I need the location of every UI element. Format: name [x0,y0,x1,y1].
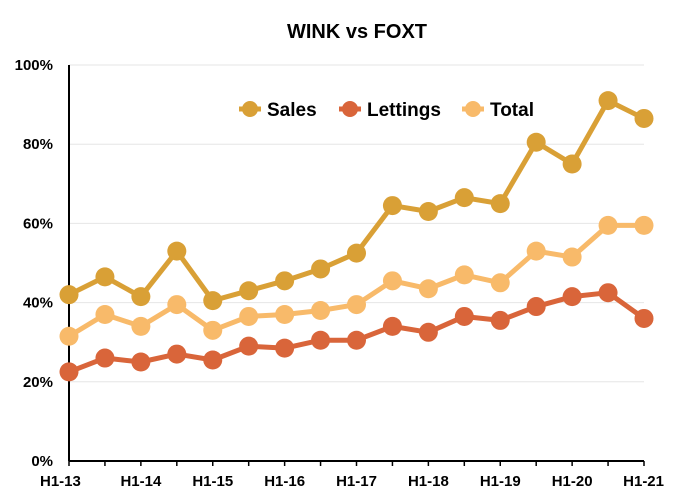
data-point-lettings [347,330,366,350]
data-point-sales [95,267,115,287]
legend-label-sales: Sales [267,100,317,121]
legend-label-lettings: Lettings [367,100,441,121]
data-point-sales [167,241,187,261]
data-point-total [526,241,546,261]
data-point-lettings [490,310,510,330]
data-point-sales [418,202,438,222]
legend: Sales Lettings Total [239,100,534,121]
chart-title: WINK vs FOXT [287,21,427,43]
axes [68,65,645,466]
data-point-sales [454,188,474,208]
data-point-lettings [634,308,654,328]
x-tick-label: H1-18 [408,473,449,490]
data-point-lettings [454,306,474,326]
y-tick-label: 60% [23,215,53,232]
data-point-sales [59,285,79,305]
data-point-sales [562,154,582,174]
data-point-lettings [59,362,79,382]
data-point-sales [203,291,223,311]
x-tick-label: H1-19 [480,473,521,490]
x-tick-labels: H1-13 H1-14 H1-15 H1-16 H1-17 H1-18 H1-19 H1-20… [40,473,664,490]
x-tick-label: H1-17 [336,473,377,490]
x-tick-label: H1-13 [40,473,81,490]
data-point-total [59,326,79,346]
data-point-lettings [95,348,115,368]
data-point-total [131,316,151,336]
data-point-total [598,215,618,235]
legend-marker-total [465,101,481,117]
data-point-sales [275,271,295,291]
x-tick-label: H1-21 [623,473,664,490]
data-point-sales [347,243,366,263]
data-point-sales [131,287,151,307]
data-point-total [95,304,115,324]
data-point-sales [526,132,546,152]
data-point-sales [311,259,331,279]
legend-marker-sales [242,101,258,117]
series [59,91,654,382]
data-point-lettings [311,330,331,350]
data-point-total [490,273,510,293]
data-point-lettings [167,344,187,364]
series-line-sales [67,98,646,304]
data-point-lettings [418,322,438,342]
data-point-lettings [598,283,618,303]
data-point-lettings [131,352,151,372]
y-tick-label: 20% [23,374,53,391]
data-point-lettings [526,297,546,317]
y-tick-labels: 0% 20% 40% 60% 80% 100% [15,57,53,470]
data-point-lettings [382,316,402,336]
data-point-total [562,247,582,267]
y-tick-label: 40% [23,295,53,312]
data-point-total [311,301,331,321]
data-point-sales [239,281,259,301]
x-tick-label: H1-14 [120,473,162,490]
data-point-lettings [562,287,582,307]
x-tick-label: H1-15 [192,473,233,490]
legend-marker-lettings [342,101,358,117]
data-point-total [382,271,402,291]
data-point-total [275,304,295,324]
data-point-sales [634,108,654,128]
legend-label-total: Total [490,100,534,121]
data-point-lettings [239,336,259,356]
data-point-total [347,295,366,315]
data-point-lettings [275,338,295,358]
y-tick-label: 80% [23,136,53,153]
data-point-total [454,265,474,285]
data-point-sales [382,196,402,216]
x-tick-label: H1-20 [552,473,593,490]
data-point-total [418,279,438,299]
data-point-total [203,320,223,340]
y-tick-label: 100% [15,57,53,74]
y-tick-label: 0% [31,453,53,470]
data-point-total [167,295,187,315]
data-point-total [239,306,259,326]
data-point-sales [490,194,510,214]
data-point-sales [598,91,618,111]
x-tick-label: H1-16 [264,473,305,490]
data-point-lettings [203,350,223,370]
data-point-total [634,215,654,235]
